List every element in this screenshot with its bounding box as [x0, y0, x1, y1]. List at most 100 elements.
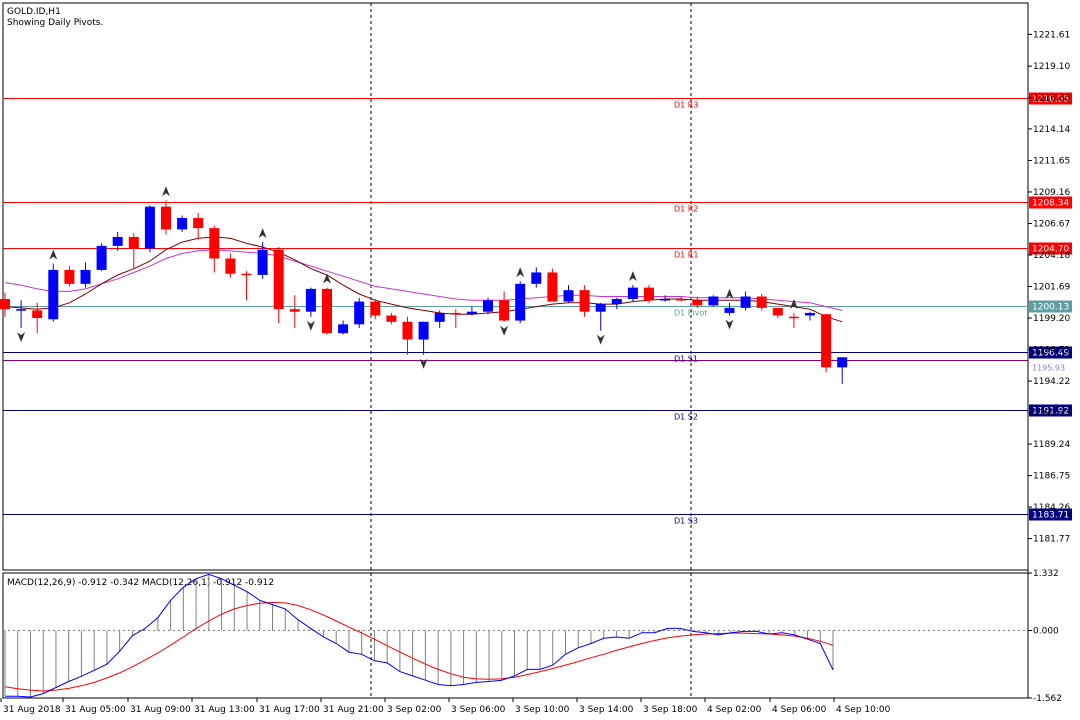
candle-body-up [48, 269, 59, 320]
time-tick-label: 31 Aug 2018 [3, 705, 61, 715]
price-tick-label: 1196.71 [1033, 346, 1070, 356]
candle-body-up [96, 245, 107, 270]
price-tick-label: 1191.73 [1033, 409, 1070, 419]
candle-body-up [80, 269, 91, 284]
candle-body-down [209, 228, 220, 259]
candle-body-up [805, 312, 815, 316]
candle-body-up [515, 283, 526, 321]
pivot-price-tag-label: 1191.92 [1032, 407, 1069, 417]
candle-body-up [354, 301, 365, 325]
price-tick-label: 1221.61 [1033, 30, 1070, 40]
pivot-price-tag-label: 1200.13 [1032, 303, 1069, 313]
time-tick-label: 3 Sep 10:00 [515, 705, 570, 715]
pivot-line-name: D1 Pivot [674, 309, 707, 318]
pivot-price-tag [1029, 346, 1072, 359]
price-tick-label: 1186.75 [1033, 472, 1070, 482]
candle-body-down [64, 269, 75, 284]
fractal-down-arrow [306, 320, 315, 331]
pivot-line-name: D1 R2 [674, 205, 698, 214]
candle-body-up [837, 357, 848, 368]
candle-body-up [466, 311, 477, 315]
price-tick-label: 1189.24 [1033, 440, 1070, 450]
candle-body-down [32, 310, 43, 319]
candle-body-down [370, 301, 381, 316]
price-tick-label: 1214.14 [1033, 125, 1070, 135]
fractal-up-arrow [516, 267, 525, 278]
candle-body-down [273, 249, 284, 310]
time-tick-label: 31 Aug 09:00 [130, 705, 191, 715]
candle-body-down [322, 288, 332, 334]
candle-body-down [161, 206, 171, 230]
candle-body-down [499, 300, 510, 321]
pivot-price-tag-label: 1216.55 [1032, 95, 1069, 105]
fractal-up-arrow [258, 228, 267, 239]
candle-body-down [772, 307, 783, 316]
pivot-price-tag [1029, 242, 1072, 255]
candle-body-down [386, 315, 397, 322]
time-tick-label: 31 Aug 13:00 [194, 705, 255, 715]
pivot-price-tag-label: 1183.71 [1032, 511, 1069, 521]
time-tick-label: 3 Sep 18:00 [643, 705, 698, 715]
price-tick-label: 1181.77 [1033, 535, 1070, 545]
macd-tick-label: 1.332 [1033, 569, 1059, 579]
candles [0, 200, 848, 384]
price-tick-label: 1219.10 [1033, 62, 1070, 72]
candle-body-up [611, 299, 622, 305]
ma-fast-line [4, 236, 843, 323]
candle-body-down [0, 299, 10, 310]
pivot-line-name: D1 R3 [674, 101, 698, 110]
time-axis: 31 Aug 2018 31 Aug 05:00 31 Aug 09:00 31 Au… [0, 698, 891, 715]
pivot-lines: D1 R3 1216.55 D1 R2 1208.34 D1 R1 1204.70 D1 P… [3, 92, 1072, 526]
fractal-down-arrow [596, 334, 605, 345]
pivot-price-tag [1029, 300, 1072, 313]
candle-body-down [289, 309, 300, 312]
current-price-label: 1195.93 [1032, 364, 1065, 373]
pivot-price-tag-label: 1208.34 [1032, 199, 1069, 209]
candle-body-up [338, 324, 349, 334]
fractal-up-arrow [323, 273, 331, 284]
candle-body-down [579, 290, 590, 312]
candle-body-up [16, 309, 27, 311]
fractal-markers [17, 186, 798, 369]
candle-body-down [692, 300, 703, 306]
fractal-up-arrow [628, 271, 637, 282]
macd-main-line [5, 573, 834, 698]
time-tick-label: 4 Sep 10:00 [836, 705, 891, 715]
candle-body-down [402, 321, 413, 340]
price-tick-label: 1206.67 [1033, 219, 1070, 229]
price-tick-label: 1216.60 [1033, 94, 1070, 104]
candle-body-up [627, 287, 638, 300]
moving-averages [4, 236, 843, 323]
candle-body-up [144, 206, 155, 249]
time-tick-label: 3 Sep 06:00 [451, 705, 506, 715]
candle-body-up [305, 288, 316, 312]
candle-body-up [724, 307, 735, 313]
pivot-price-tag [1029, 92, 1072, 105]
candle-body-up [563, 290, 574, 302]
candle-body-up [660, 299, 671, 301]
price-tick-label: 1204.18 [1033, 251, 1070, 261]
candle-body-down [225, 258, 236, 274]
fractal-down-arrow [500, 325, 509, 336]
time-tick-label: 31 Aug 17:00 [259, 705, 320, 715]
candle-body-up [531, 272, 542, 284]
price-tick-label: 1184.26 [1033, 503, 1070, 513]
candle-body-up [177, 218, 188, 230]
fractal-up-arrow [725, 288, 734, 299]
candle-body-down [788, 316, 799, 319]
candle-body-up [740, 296, 751, 308]
macd-title: MACD(12,26,9) -0.912 -0.342 MACD(12,26,1… [7, 578, 274, 588]
time-tick-label: 4 Sep 06:00 [772, 705, 827, 715]
price-tick-label: 1194.22 [1033, 377, 1070, 387]
pivot-price-tag [1029, 196, 1072, 209]
candle-body-up [112, 237, 123, 246]
candle-body-down [193, 218, 204, 229]
subtitle-label: Showing Daily Pivots. [7, 18, 103, 28]
fractal-down-arrow [419, 358, 428, 369]
fractal-up-arrow [789, 298, 798, 309]
price-tick-label: 1209.16 [1033, 188, 1070, 198]
candle-body-up [483, 300, 493, 312]
price-tick-label: 1211.65 [1033, 156, 1070, 166]
price-tick-label: 1201.69 [1033, 283, 1070, 293]
